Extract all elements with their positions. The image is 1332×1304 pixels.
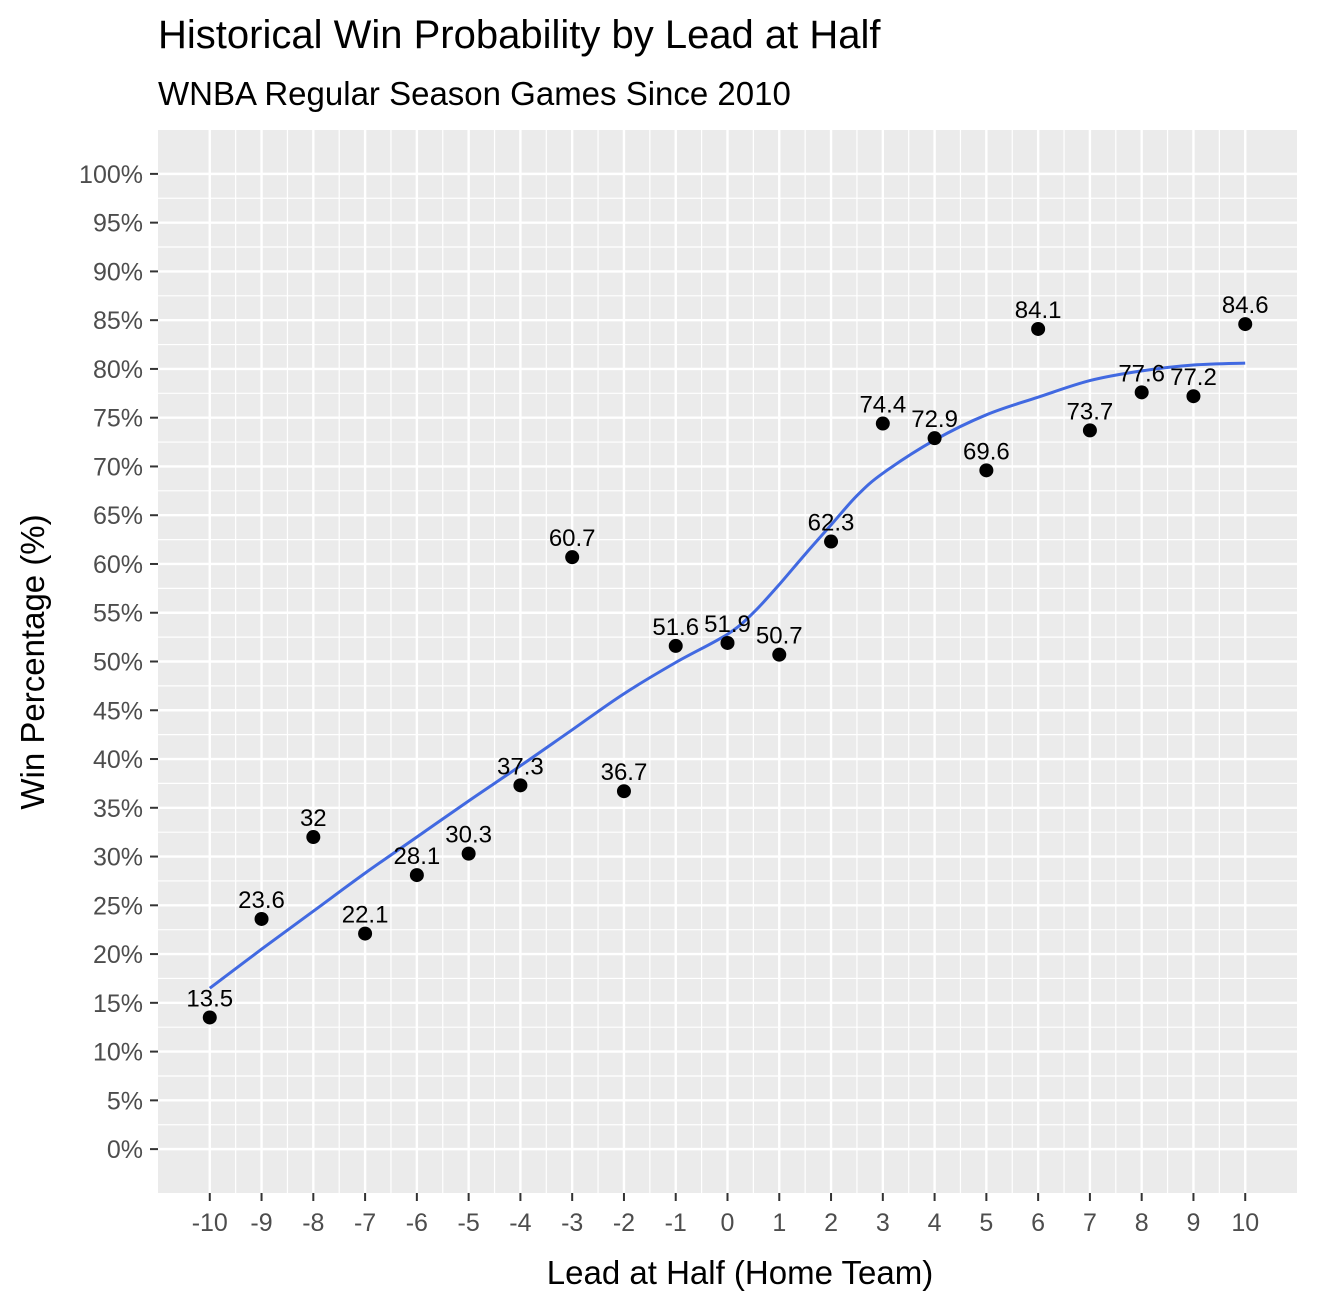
x-tick-label: -1 [665, 1209, 687, 1237]
x-tick-label: -2 [613, 1209, 635, 1237]
data-point [1134, 385, 1149, 400]
data-point [513, 778, 528, 793]
y-tick-label: 0% [107, 1136, 143, 1164]
data-label: 60.7 [549, 525, 596, 552]
data-point [461, 846, 476, 861]
y-axis: 0% 5% 10% 15% 20% 25% 30% 35% 40% 45% 50% 55% 60% 65%… [79, 161, 158, 1164]
x-tick-label: 8 [1135, 1209, 1149, 1237]
x-tick-label: 0 [721, 1209, 735, 1237]
data-point [1082, 423, 1097, 438]
data-point [616, 784, 631, 799]
data-point [720, 635, 735, 650]
data-label: 69.6 [963, 438, 1010, 465]
y-tick-label: 55% [93, 600, 143, 628]
y-tick-label: 5% [107, 1087, 143, 1115]
data-label: 77.2 [1170, 364, 1217, 391]
data-point [565, 550, 580, 565]
x-tick-label: 10 [1231, 1209, 1259, 1237]
data-points [202, 317, 1253, 1025]
y-tick-label: 90% [93, 258, 143, 286]
x-tick-label: 5 [979, 1209, 993, 1237]
y-tick-label: 65% [93, 502, 143, 530]
data-label: 22.1 [342, 902, 389, 929]
y-tick-label: 60% [93, 551, 143, 579]
chart-subtitle: WNBA Regular Season Games Since 2010 [158, 75, 791, 112]
y-tick-label: 20% [93, 941, 143, 969]
x-tick-label: 9 [1187, 1209, 1201, 1237]
data-label: 84.1 [1015, 297, 1062, 324]
data-point [1238, 317, 1253, 332]
data-label: 84.6 [1222, 292, 1269, 319]
data-labels: 13.5 23.6 32 22.1 28.130.3 37.3 60.7 36.7 51.6 51… [186, 292, 1268, 1012]
y-tick-label: 25% [93, 892, 143, 920]
x-tick-label: 1 [772, 1209, 786, 1237]
data-label: 32 [300, 805, 327, 832]
y-tick-label: 70% [93, 453, 143, 481]
y-tick-label: 95% [93, 210, 143, 238]
data-point [772, 647, 787, 662]
data-point [409, 868, 424, 883]
data-label: 77.6 [1118, 360, 1165, 387]
y-tick-label: 30% [93, 844, 143, 872]
x-tick-label: -4 [509, 1209, 531, 1237]
y-tick-label: 75% [93, 405, 143, 433]
data-label: 51.9 [704, 611, 751, 638]
data-label: 62.3 [808, 510, 855, 537]
x-tick-label: -6 [406, 1209, 428, 1237]
data-point [202, 1010, 217, 1025]
data-point [927, 431, 942, 446]
data-label: 37.3 [497, 753, 544, 780]
data-label: 74.4 [859, 392, 906, 419]
chart-title: Historical Win Probability by Lead at Ha… [158, 13, 881, 57]
x-tick-label: 2 [824, 1209, 838, 1237]
data-label: 50.7 [756, 623, 803, 650]
data-label: 36.7 [601, 759, 648, 786]
y-tick-label: 80% [93, 356, 143, 384]
data-point [979, 463, 994, 478]
data-label: 30.3 [445, 822, 492, 849]
x-tick-label: 6 [1031, 1209, 1045, 1237]
y-tick-label: 40% [93, 746, 143, 774]
x-tick-label: -8 [302, 1209, 324, 1237]
data-label: 28.1 [394, 843, 441, 870]
data-point [668, 638, 683, 653]
y-tick-label: 45% [93, 697, 143, 725]
data-point [358, 926, 373, 941]
data-label: 73.7 [1067, 398, 1114, 425]
x-tick-label: 3 [876, 1209, 890, 1237]
x-axis: -10 -9 -8 -7 -6 -5 -4 -3 -2 -1 0 1 2 3 4 5 6 7 8 9 10 [192, 1193, 1259, 1237]
x-tick-label: 7 [1083, 1209, 1097, 1237]
y-tick-label: 100% [79, 161, 143, 189]
y-tick-label: 10% [93, 1039, 143, 1067]
y-tick-label: 50% [93, 649, 143, 677]
y-tick-label: 85% [93, 307, 143, 335]
data-point [1031, 321, 1046, 336]
data-point [254, 911, 269, 926]
x-axis-title: Lead at Half (Home Team) [547, 1254, 933, 1291]
y-tick-label: 35% [93, 795, 143, 823]
data-point [875, 416, 890, 431]
y-tick-label: 15% [93, 990, 143, 1018]
data-label: 51.6 [652, 614, 699, 641]
y-axis-title: Win Percentage (%) [14, 514, 51, 809]
x-tick-label: -9 [250, 1209, 272, 1237]
trend-line [208, 361, 1246, 990]
data-point [1186, 389, 1201, 404]
x-tick-label: 4 [928, 1209, 942, 1237]
x-tick-label: -7 [354, 1209, 376, 1237]
data-label: 13.5 [186, 985, 233, 1012]
data-label: 23.6 [238, 887, 285, 914]
x-tick-label: -3 [561, 1209, 583, 1237]
major-gridlines [158, 130, 1297, 1193]
data-label: 72.9 [911, 406, 958, 433]
data-point [824, 534, 839, 549]
data-point [306, 830, 321, 845]
x-tick-label: -5 [458, 1209, 480, 1237]
x-tick-label: -10 [192, 1209, 228, 1237]
